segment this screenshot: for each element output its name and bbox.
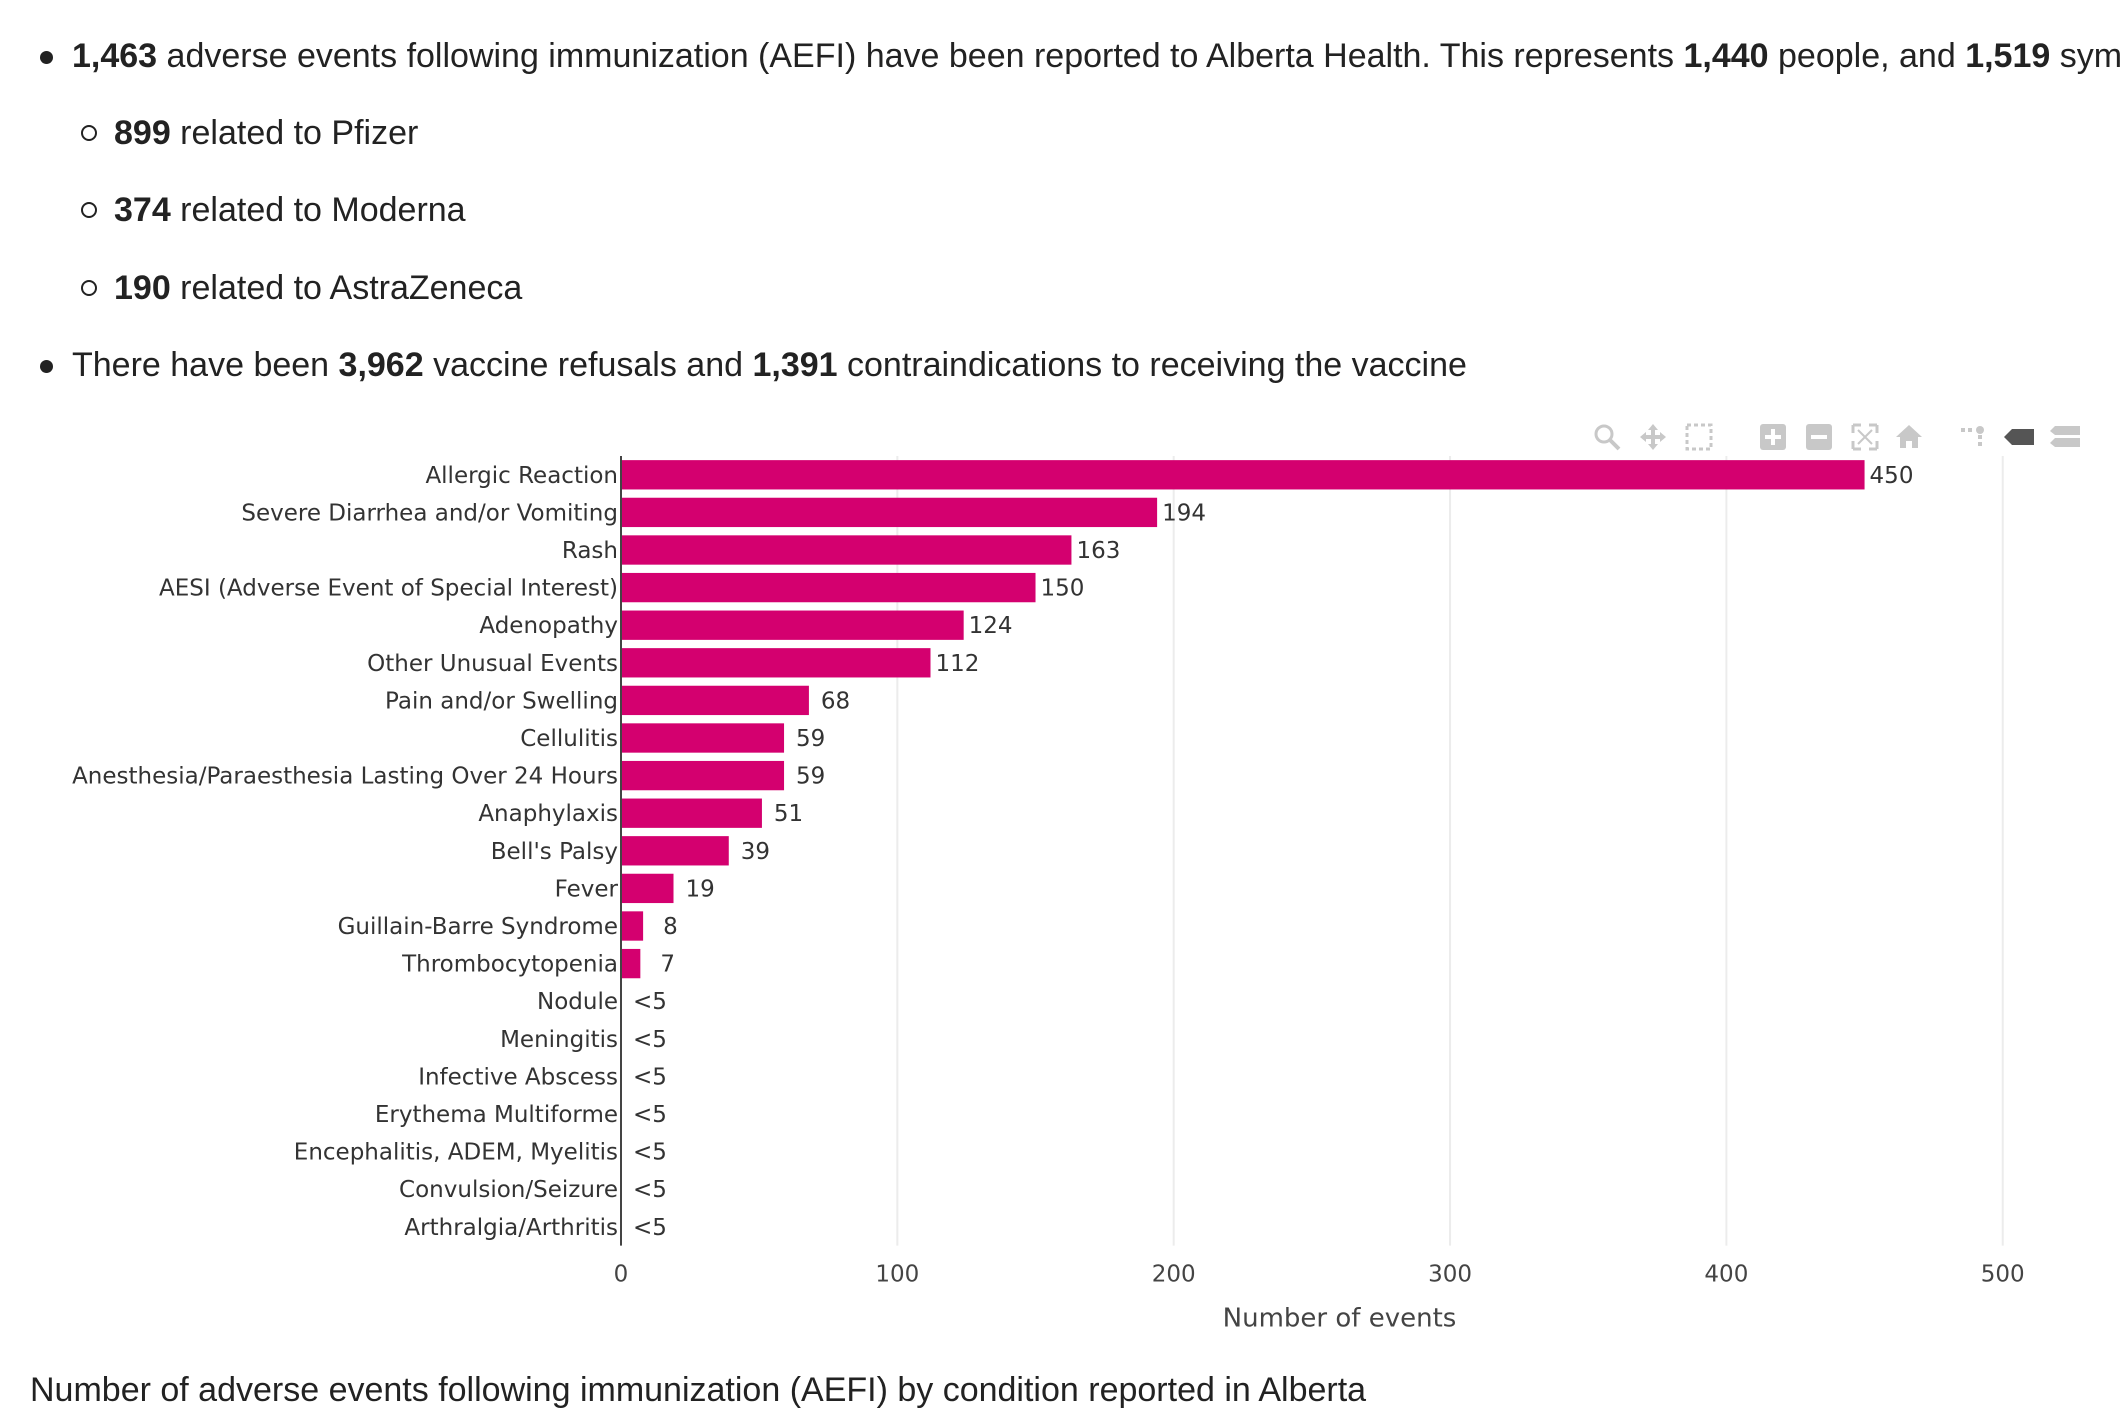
value-label: 450 (1870, 463, 1914, 489)
zoom-icon[interactable] (1590, 420, 1624, 454)
category-label: Meningitis (500, 1027, 618, 1053)
bar[interactable] (621, 610, 964, 640)
x-tick-label: 0 (614, 1262, 629, 1288)
value-label: 39 (741, 839, 770, 865)
category-label: Pain and/or Swelling (385, 688, 618, 714)
value-label: 124 (969, 613, 1013, 639)
category-label: Nodule (537, 989, 618, 1015)
chart-gridlines (896, 456, 2004, 1246)
value-label: 68 (821, 688, 850, 714)
bar[interactable] (621, 572, 1036, 603)
bar[interactable] (621, 873, 674, 904)
value-label: 59 (796, 764, 825, 790)
chart-category-labels: Allergic Reaction Severe Diarrhea and/or … (72, 463, 618, 1241)
count-symptoms: 1,519 (1965, 37, 2051, 75)
x-axis-title: Number of events (1223, 1304, 1457, 1334)
summary-line-refusals: There have been 3,962 vaccine refusals a… (72, 346, 1467, 384)
value-label: 112 (936, 651, 980, 677)
sub-item-pfizer: 899 related to Pfizer (114, 114, 419, 152)
category-label: AESI (Adverse Event of Special Interest) (159, 576, 618, 602)
hover-closest-icon[interactable] (2002, 420, 2036, 454)
bar[interactable] (621, 648, 931, 678)
category-label: Rash (562, 538, 618, 564)
category-label: Anaphylaxis (478, 801, 618, 827)
spike-lines-icon[interactable] (1956, 420, 1990, 454)
value-label: 51 (774, 801, 803, 827)
category-label: Other Unusual Events (367, 651, 618, 677)
category-label: Thrombocytopenia (401, 952, 618, 978)
sub-item-astrazeneca: 190 related to AstraZeneca (114, 269, 523, 307)
value-label: 59 (796, 726, 825, 752)
category-label: Fever (555, 876, 619, 902)
value-label: 8 (663, 914, 678, 940)
category-label: Infective Abscess (418, 1064, 618, 1090)
value-label: <5 (633, 1215, 667, 1241)
category-label: Encephalitis, ADEM, Myelitis (294, 1140, 618, 1166)
category-label: Bell's Palsy (491, 839, 618, 865)
bullet-dot (40, 51, 53, 64)
count-events: 1,463 (72, 37, 158, 75)
value-label: 194 (1162, 500, 1206, 526)
category-label: Convulsion/Seizure (399, 1177, 618, 1203)
bar[interactable] (621, 685, 809, 716)
chart-x-ticks: 0 100 200 300 400 500 (614, 1262, 2025, 1288)
chart-bars[interactable] (621, 460, 1865, 979)
sub-bullet-circle (81, 280, 97, 296)
aefi-bar-chart[interactable]: Allergic Reaction Severe Diarrhea and/or … (0, 400, 2120, 1350)
value-label: <5 (633, 1177, 667, 1203)
bar[interactable] (621, 723, 785, 753)
bar[interactable] (621, 497, 1158, 528)
count-contraindications: 1,391 (752, 346, 838, 384)
category-label: Arthralgia/Arthritis (404, 1215, 618, 1241)
category-label: Erythema Multiforme (375, 1102, 618, 1128)
value-label: <5 (633, 1064, 667, 1090)
bar[interactable] (621, 911, 644, 941)
count-refusals: 3,962 (338, 346, 424, 384)
x-tick-label: 100 (875, 1262, 919, 1288)
value-label: 19 (686, 876, 715, 902)
summary-line-aefi: 1,463 adverse events following immunizat… (72, 37, 2120, 75)
category-label: Allergic Reaction (425, 463, 618, 489)
category-label: Adenopathy (479, 613, 618, 639)
bar[interactable] (621, 948, 641, 979)
pan-icon[interactable] (1636, 420, 1670, 454)
bar[interactable] (621, 836, 729, 866)
box-select-icon[interactable] (1682, 420, 1716, 454)
x-tick-label: 400 (1704, 1262, 1748, 1288)
x-tick-label: 300 (1428, 1262, 1472, 1288)
zoom-out-icon[interactable] (1802, 420, 1836, 454)
sub-bullet-circle (81, 202, 97, 218)
value-label: <5 (633, 1027, 667, 1053)
autoscale-icon[interactable] (1848, 420, 1882, 454)
bullet-dot (40, 360, 53, 373)
bar[interactable] (621, 460, 1865, 490)
value-label: <5 (633, 1140, 667, 1166)
reset-axes-icon[interactable] (1892, 420, 1926, 454)
value-label: <5 (633, 1102, 667, 1128)
category-label: Anesthesia/Paraesthesia Lasting Over 24 … (72, 764, 618, 790)
value-label: 163 (1076, 538, 1120, 564)
value-label: 7 (660, 952, 675, 978)
count-people: 1,440 (1683, 37, 1769, 75)
bar[interactable] (621, 798, 762, 828)
bar[interactable] (621, 535, 1072, 565)
sub-item-moderna: 374 related to Moderna (114, 191, 466, 229)
sub-bullet-circle (81, 125, 97, 141)
zoom-in-icon[interactable] (1756, 420, 1790, 454)
category-label: Guillain-Barre Syndrome (338, 914, 618, 940)
chart-caption: Number of adverse events following immun… (30, 1371, 1367, 1409)
value-label: 150 (1041, 576, 1085, 602)
x-tick-label: 200 (1152, 1262, 1196, 1288)
x-tick-label: 500 (1981, 1262, 2025, 1288)
value-label: <5 (633, 989, 667, 1015)
category-label: Cellulitis (520, 726, 618, 752)
bar[interactable] (621, 760, 785, 791)
category-label: Severe Diarrhea and/or Vomiting (241, 500, 618, 526)
hover-compare-icon[interactable] (2048, 420, 2082, 454)
